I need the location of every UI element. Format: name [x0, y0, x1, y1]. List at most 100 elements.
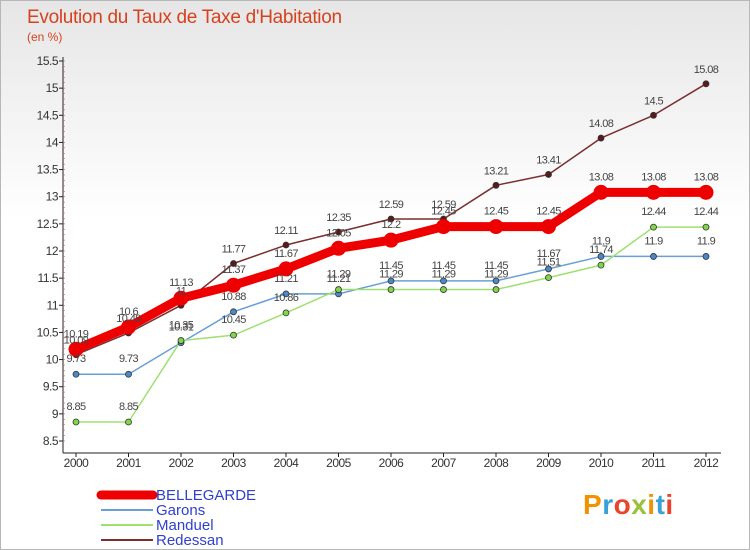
y-tick-label: 12.5: [37, 217, 59, 231]
y-tick-label: 9.5: [43, 380, 59, 394]
data-label-redessan: 15.08: [694, 64, 719, 76]
data-point-bellegarde: [593, 184, 609, 200]
data-point-manduel: [387, 286, 395, 293]
legend-label-bellegarde: BELLEGARDE: [156, 487, 256, 504]
logo-letter: i: [647, 489, 656, 520]
data-point-garons: [387, 277, 395, 285]
data-label-garons: 11.9: [644, 235, 663, 247]
data-label-garons: 10.88: [221, 291, 246, 303]
data-label-garons: 9.73: [66, 353, 85, 365]
chart-subtitle: (en %): [27, 30, 63, 44]
data-label-redessan: 10.09: [64, 335, 89, 347]
x-tick-label: 2003: [221, 456, 247, 470]
y-tick-label: 8.5: [43, 434, 59, 448]
data-point-garons: [545, 265, 552, 273]
y-tick-label: 10: [46, 353, 59, 367]
data-point-bellegarde: [383, 232, 399, 248]
data-label-redessan: 12.59: [431, 199, 456, 211]
data-label-garons: 11.67: [537, 248, 561, 260]
data-point-garons: [702, 253, 710, 260]
data-label-manduel: 12.44: [641, 206, 666, 218]
data-label-manduel: 10.45: [221, 314, 246, 326]
data-label-bellegarde: 12.45: [431, 206, 456, 218]
data-label-manduel: 10.86: [274, 292, 299, 304]
y-tick-label: 15: [46, 81, 59, 95]
data-point-garons: [597, 253, 605, 260]
x-tick-label: 2007: [431, 456, 457, 470]
data-point-bellegarde: [646, 184, 661, 200]
data-label-garons: 11.45: [379, 260, 403, 272]
data-point-garons: [230, 308, 237, 316]
chart-title: Evolution du Taux de Taxe d'Habitation: [27, 7, 342, 28]
legend-label-manduel: Manduel: [156, 517, 214, 534]
data-point-redessan: [492, 181, 500, 189]
data-label-manduel: 10.35: [169, 320, 194, 332]
data-label-garons: 11.21: [327, 273, 351, 285]
data-label-bellegarde: 13.08: [641, 171, 666, 183]
data-point-redessan: [650, 111, 657, 119]
data-point-redessan: [282, 241, 290, 249]
data-label-redessan: 12.11: [274, 225, 298, 237]
data-point-redessan: [387, 215, 395, 223]
data-label-manduel: 11.29: [432, 269, 456, 281]
data-point-bellegarde: [436, 219, 451, 235]
data-point-redessan: [702, 80, 710, 88]
data-label-bellegarde: 13.08: [694, 171, 719, 183]
data-label-bellegarde: 11.37: [222, 264, 246, 276]
y-tick-label: 11.5: [38, 271, 59, 285]
data-point-manduel: [545, 274, 552, 282]
data-point-manduel: [650, 223, 657, 231]
y-tick-label: 13: [46, 190, 59, 204]
data-label-garons: 11.21: [274, 273, 298, 285]
data-label-manduel: 11.29: [379, 269, 403, 281]
y-tick-label: 14: [46, 135, 59, 149]
data-point-manduel: [177, 337, 185, 344]
legend-label-garons: Garons: [156, 502, 205, 519]
data-point-bellegarde: [226, 277, 241, 293]
x-tick-label: 2004: [274, 456, 300, 470]
data-label-manduel: 8.85: [119, 401, 138, 413]
logo-letter: x: [631, 489, 648, 520]
data-point-bellegarde: [278, 261, 294, 277]
data-label-bellegarde: 12.2: [381, 219, 400, 231]
y-tick-label: 11: [47, 298, 59, 312]
data-label-manduel: 11.51: [537, 257, 561, 269]
data-label-redessan: 12.35: [326, 212, 351, 224]
y-tick-label: 10.5: [37, 325, 59, 339]
data-label-bellegarde: 13.08: [589, 171, 614, 183]
data-label-bellegarde: 11.13: [169, 277, 193, 289]
x-tick-label: 2002: [169, 456, 195, 470]
data-label-garons: 9.73: [119, 353, 138, 365]
logo-letter: P: [583, 489, 603, 520]
data-point-garons: [125, 370, 132, 378]
data-label-redessan: 14.08: [589, 118, 614, 130]
data-label-manduel: 11.74: [589, 244, 613, 256]
data-point-redessan: [597, 134, 605, 142]
data-label-manduel: 11.29: [484, 269, 508, 281]
data-label-manduel: 12.44: [694, 206, 719, 218]
data-label-redessan: 14.5: [644, 95, 663, 107]
y-tick-label: 14.5: [37, 108, 59, 122]
data-point-manduel: [702, 223, 710, 231]
data-point-manduel: [282, 309, 290, 317]
data-point-manduel: [597, 261, 605, 269]
data-label-garons: 11.9: [592, 235, 611, 247]
data-label-bellegarde: 11.67: [274, 248, 298, 260]
data-label-manduel: 8.85: [66, 401, 85, 413]
data-label-garons: 11.45: [432, 260, 456, 272]
y-tick-label: 13.5: [37, 163, 59, 177]
logo-letter: o: [613, 489, 632, 520]
x-tick-label: 2000: [64, 456, 90, 470]
data-label-redessan: 12.59: [379, 199, 404, 211]
x-tick-label: 2011: [642, 456, 667, 470]
data-label-redessan: 13.21: [484, 165, 509, 177]
data-point-bellegarde: [173, 290, 189, 306]
data-point-bellegarde: [488, 219, 504, 235]
data-label-bellegarde: 12.05: [326, 227, 351, 239]
x-tick-label: 2008: [484, 456, 510, 470]
data-label-garons: 11.45: [484, 260, 508, 272]
data-label-redessan: 13.41: [536, 154, 561, 166]
proxiti-logo: Proxiti: [583, 489, 674, 521]
data-label-garons: 10.31: [169, 322, 194, 334]
